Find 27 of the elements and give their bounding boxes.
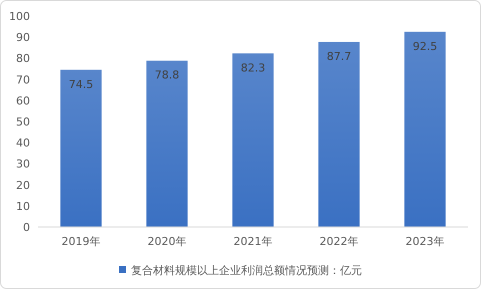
y-tick-label: 100 bbox=[9, 10, 30, 23]
y-tick-label: 90 bbox=[16, 31, 30, 44]
legend-label: 复合材料规模以上企业利润总额情况预测：亿元 bbox=[131, 264, 362, 277]
data-label: 78.8 bbox=[154, 68, 180, 82]
y-tick-label: 20 bbox=[16, 178, 30, 192]
x-tick-label: 2022年 bbox=[320, 235, 358, 248]
data-label: 82.3 bbox=[240, 61, 266, 74]
bar bbox=[318, 42, 360, 227]
x-tick-label: 2019年 bbox=[62, 235, 100, 248]
y-tick-label: 60 bbox=[16, 94, 30, 108]
data-label: 87.7 bbox=[326, 50, 352, 63]
bar bbox=[146, 60, 188, 227]
bar bbox=[232, 53, 274, 227]
x-tick-label: 2020年 bbox=[148, 235, 186, 248]
y-tick-label: 30 bbox=[16, 158, 30, 171]
x-tick-label: 2023年 bbox=[406, 235, 444, 248]
y-tick-label: 40 bbox=[16, 136, 30, 150]
y-tick-label: 50 bbox=[16, 116, 30, 128]
y-tick-label: 10 bbox=[16, 200, 30, 213]
y-tick-label: 70 bbox=[16, 73, 30, 86]
data-label: 92.5 bbox=[412, 40, 438, 53]
y-tick-label: 80 bbox=[16, 52, 30, 66]
bar bbox=[404, 32, 446, 227]
x-tick-label: 2021年 bbox=[234, 235, 272, 248]
bar bbox=[60, 70, 102, 227]
y-tick-label: 0 bbox=[23, 221, 30, 234]
data-label: 74.5 bbox=[68, 78, 94, 91]
